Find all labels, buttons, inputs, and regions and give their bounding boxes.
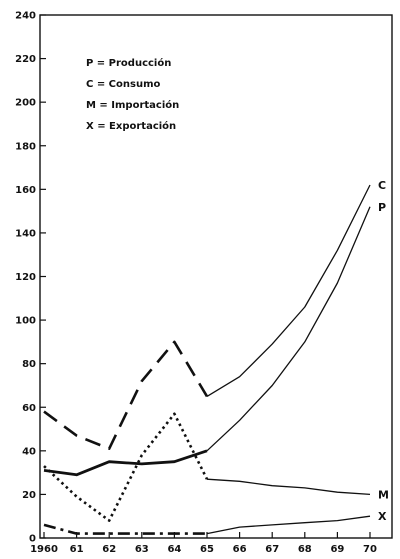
y-tick-label: 60 bbox=[22, 403, 36, 414]
y-tick-label: 200 bbox=[15, 98, 36, 109]
x-tick-label: 67 bbox=[265, 544, 279, 555]
series-lines bbox=[43, 184, 371, 535]
series-end-label-C: C bbox=[378, 179, 386, 192]
plot-frame bbox=[39, 14, 393, 539]
x-tick-label: 61 bbox=[70, 544, 84, 555]
series-line-P-part2 bbox=[206, 206, 371, 452]
y-tick-label: 80 bbox=[22, 359, 36, 370]
x-tick-label: 68 bbox=[298, 544, 312, 555]
legend-entry-C: C = Consumo bbox=[86, 79, 161, 90]
x-tick-label: 70 bbox=[363, 544, 377, 555]
series-end-label-M: M bbox=[378, 488, 389, 501]
series-line-P-part1 bbox=[43, 449, 208, 477]
x-tick-label: 69 bbox=[330, 544, 344, 555]
series-end-label-X: X bbox=[378, 510, 387, 523]
series-end-label-P: P bbox=[378, 201, 386, 214]
y-axis-ticks: 0 20 40 60 80 100 120 140 160 180 200 220 240 bbox=[15, 11, 46, 545]
legend-entry-P: P = Producción bbox=[86, 57, 171, 69]
y-tick-label: 140 bbox=[15, 228, 36, 239]
x-tick-label: 64 bbox=[167, 544, 181, 555]
x-tick-label: 62 bbox=[102, 544, 116, 555]
y-tick-label: 100 bbox=[15, 316, 36, 327]
legend-entry-M: M = Importación bbox=[86, 99, 179, 111]
y-tick-label: 40 bbox=[22, 446, 36, 457]
legend: P = Producción C = Consumo M = Importación… bbox=[86, 57, 179, 132]
y-tick-label: 20 bbox=[22, 490, 36, 501]
series-line-C-part2 bbox=[206, 184, 371, 397]
x-tick-label: 66 bbox=[233, 544, 247, 555]
x-tick-label: 1960 bbox=[30, 544, 58, 555]
legend-entry-X: X = Exportación bbox=[86, 120, 176, 132]
y-tick-label: 180 bbox=[15, 141, 36, 152]
series-line-X-part1 bbox=[43, 523, 207, 535]
y-tick-label: 220 bbox=[15, 54, 36, 65]
series-line-C-part1 bbox=[43, 340, 209, 451]
series-line-X-part2 bbox=[206, 515, 371, 535]
y-tick-label: 120 bbox=[15, 272, 36, 283]
y-tick-label: 240 bbox=[15, 11, 36, 22]
chart-axes bbox=[39, 14, 393, 539]
y-tick-label: 160 bbox=[15, 185, 36, 196]
x-tick-label: 63 bbox=[135, 544, 149, 555]
x-axis-ticks: 1960 61 62 63 64 65 66 67 68 69 70 bbox=[30, 532, 377, 555]
y-tick-label: 0 bbox=[29, 534, 36, 545]
series-end-labels: CP MX bbox=[378, 179, 389, 523]
series-line-M-part1 bbox=[43, 412, 209, 522]
x-tick-label: 65 bbox=[200, 544, 214, 555]
series-line-M-part2 bbox=[206, 478, 371, 496]
